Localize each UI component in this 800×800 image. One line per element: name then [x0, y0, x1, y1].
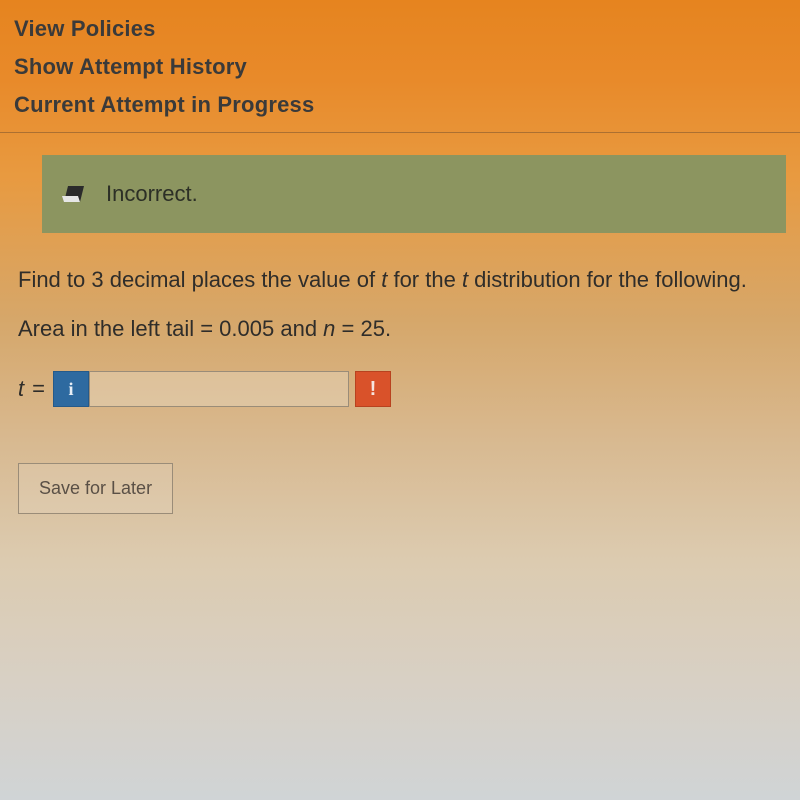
q2-text-c: =	[335, 316, 360, 341]
answer-input[interactable]	[89, 371, 349, 407]
q2-var-n: n	[323, 316, 335, 341]
header-divider	[0, 132, 800, 133]
info-icon[interactable]: i	[53, 371, 89, 407]
answer-row: t = i !	[18, 371, 782, 407]
q2-text-b: and	[274, 316, 323, 341]
question-line-2: Area in the left tail = 0.005 and n = 25…	[18, 312, 782, 345]
q1-text-a: Find to 3 decimal places the value of	[18, 267, 381, 292]
answer-var-label: t	[18, 376, 24, 402]
q1-text-b: for the	[387, 267, 462, 292]
feedback-status-text: Incorrect.	[106, 181, 198, 207]
show-attempt-history-link[interactable]: Show Attempt History	[14, 48, 786, 86]
equals-sign: =	[32, 376, 45, 402]
eraser-icon	[60, 184, 88, 204]
current-attempt-label: Current Attempt in Progress	[14, 86, 786, 124]
q2-text-d: .	[385, 316, 391, 341]
q2-val2: 25	[361, 316, 385, 341]
warning-icon[interactable]: !	[355, 371, 391, 407]
q2-text-a: Area in the left tail =	[18, 316, 219, 341]
q1-text-c: distribution for the following.	[468, 267, 747, 292]
question-line-1: Find to 3 decimal places the value of t …	[18, 263, 782, 296]
save-for-later-button[interactable]: Save for Later	[18, 463, 173, 514]
q2-val1: 0.005	[219, 316, 274, 341]
question-area: Find to 3 decimal places the value of t …	[0, 233, 800, 514]
view-policies-link[interactable]: View Policies	[14, 10, 786, 48]
feedback-banner: Incorrect.	[42, 155, 786, 233]
header-links: View Policies Show Attempt History Curre…	[0, 0, 800, 124]
